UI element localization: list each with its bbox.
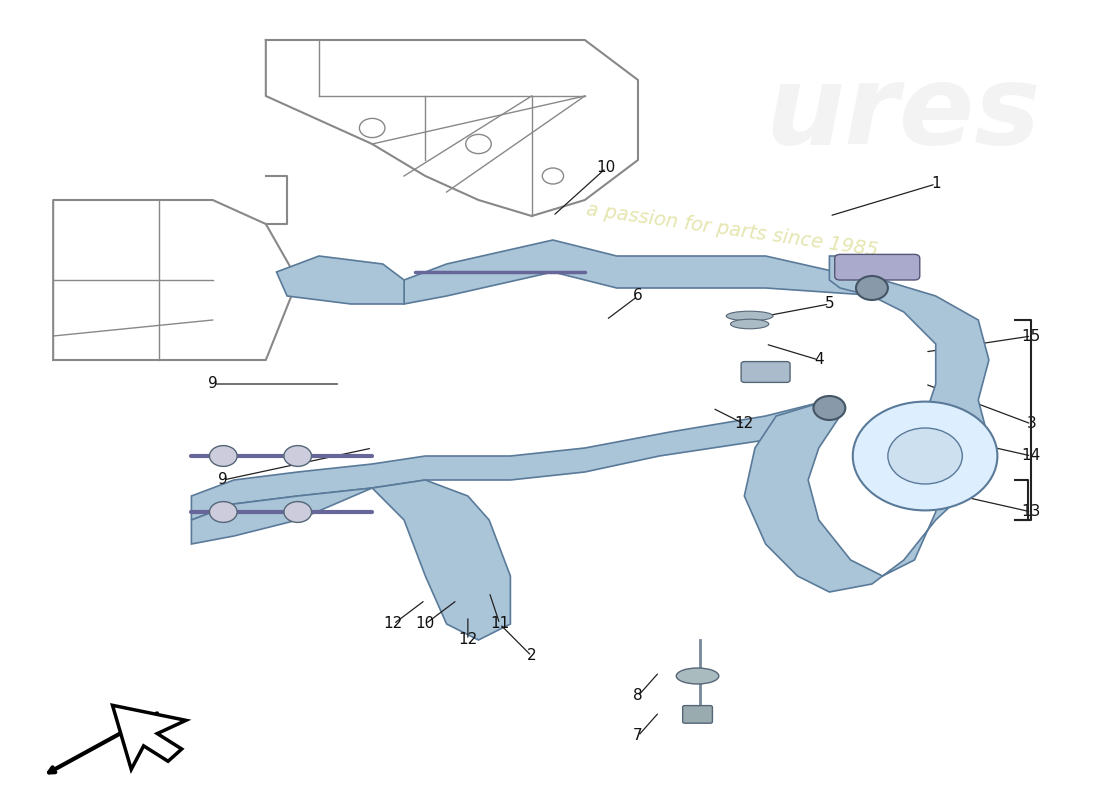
- Text: 13: 13: [1022, 505, 1041, 519]
- FancyBboxPatch shape: [683, 706, 713, 723]
- Text: a passion for parts since 1985: a passion for parts since 1985: [585, 200, 879, 260]
- Text: 9: 9: [219, 473, 228, 487]
- Polygon shape: [112, 706, 186, 770]
- Text: 7: 7: [634, 729, 642, 743]
- Text: 1: 1: [931, 177, 940, 191]
- Text: 9: 9: [208, 377, 218, 391]
- Polygon shape: [191, 480, 510, 640]
- Text: 2: 2: [527, 649, 537, 663]
- Text: 10: 10: [416, 617, 434, 631]
- Text: 4: 4: [814, 353, 824, 367]
- Text: 14: 14: [1022, 449, 1041, 463]
- Polygon shape: [404, 240, 882, 304]
- Text: 8: 8: [634, 689, 642, 703]
- Circle shape: [852, 402, 998, 510]
- FancyBboxPatch shape: [741, 362, 790, 382]
- Text: 3: 3: [1026, 417, 1036, 431]
- Polygon shape: [745, 256, 989, 592]
- Polygon shape: [191, 400, 840, 520]
- Text: 15: 15: [1022, 329, 1041, 343]
- Circle shape: [888, 428, 962, 484]
- Ellipse shape: [730, 319, 769, 329]
- Polygon shape: [276, 256, 404, 304]
- Text: 6: 6: [634, 289, 642, 303]
- Text: 11: 11: [491, 617, 509, 631]
- Text: 10: 10: [596, 161, 616, 175]
- Circle shape: [856, 276, 888, 300]
- Circle shape: [284, 502, 311, 522]
- Text: ures: ures: [766, 60, 1041, 167]
- FancyBboxPatch shape: [835, 254, 920, 280]
- Circle shape: [284, 446, 311, 466]
- Circle shape: [813, 396, 845, 420]
- Text: 12: 12: [735, 417, 754, 431]
- Text: 5: 5: [825, 297, 834, 311]
- Text: 12: 12: [459, 633, 477, 647]
- Ellipse shape: [676, 668, 718, 684]
- Ellipse shape: [726, 311, 773, 321]
- Text: 12: 12: [384, 617, 403, 631]
- Circle shape: [209, 446, 238, 466]
- Circle shape: [209, 502, 238, 522]
